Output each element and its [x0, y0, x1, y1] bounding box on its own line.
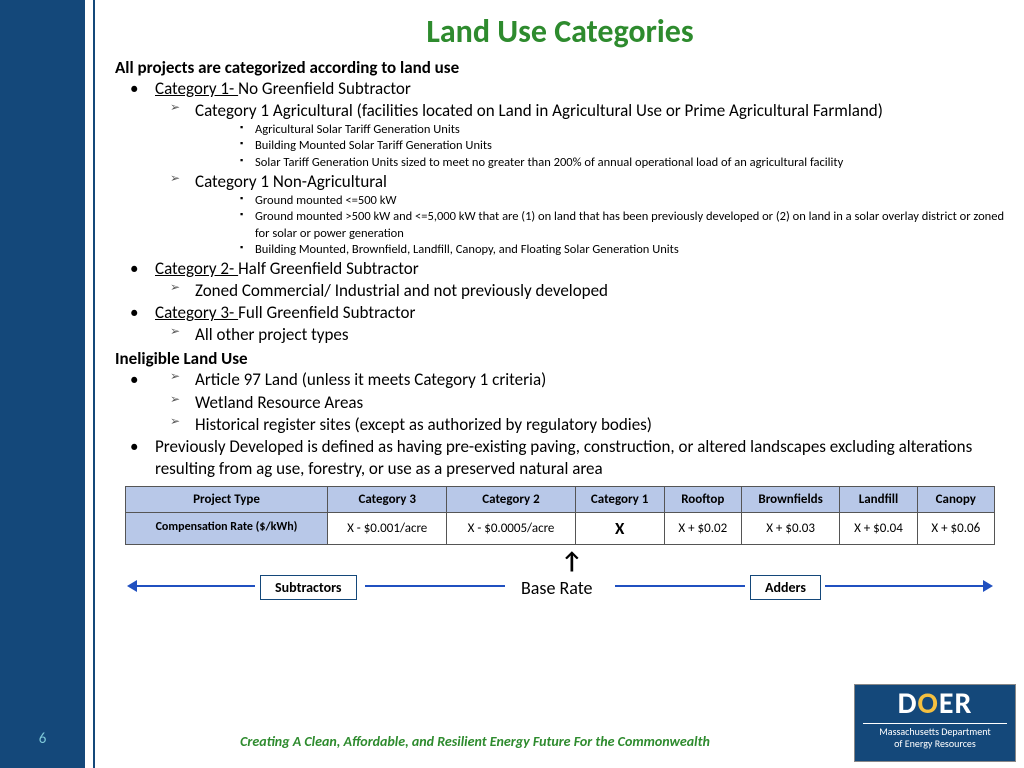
cat1-ag-item: Agricultural Solar Tariff Generation Uni… [195, 122, 1005, 138]
arrow-left-icon [135, 585, 255, 587]
cat3-item: All other project types [155, 324, 1005, 346]
arrow-right-icon [825, 585, 985, 587]
category-1: Category 1- No Greenfield Subtractor Cat… [115, 78, 1005, 258]
cell-cat1-base: X [575, 512, 664, 544]
col-cat3: Category 3 [328, 486, 447, 512]
rate-diagram: ↑ Base Rate Subtractors Adders [125, 549, 995, 619]
arrow-line [615, 585, 745, 587]
cat1-nonagricultural: Category 1 Non-Agricultural [155, 171, 1005, 193]
cat1-nonag-item: Ground mounted <=500 kW [195, 193, 1005, 209]
col-cat2: Category 2 [447, 486, 575, 512]
cell-cat3: X - $0.001/acre [328, 512, 447, 544]
arrow-up-icon: ↑ [561, 547, 583, 576]
cell-rooftop: X + $0.02 [664, 512, 741, 544]
cell-brownfields: X + $0.03 [741, 512, 839, 544]
base-rate-label: Base Rate [521, 577, 593, 599]
cat1-ag-item: Solar Tariff Generation Units sized to m… [195, 155, 1005, 171]
subtractors-box: Subtractors [260, 575, 357, 600]
doer-logo: DOER Massachusetts Department of Energy … [854, 684, 1016, 762]
cat1-ag-item: Building Mounted Solar Tariff Generation… [195, 138, 1005, 154]
col-rooftop: Rooftop [664, 486, 741, 512]
table-header-row: Project Type Category 3 Category 2 Categ… [126, 486, 995, 512]
ineligible-container: Article 97 Land (unless it meets Categor… [115, 369, 1005, 435]
logo-acronym: DOER [855, 685, 1015, 719]
content-area: Land Use Categories All projects are cat… [100, 0, 1020, 619]
heading-categorization: All projects are categorized according t… [115, 57, 1005, 78]
category-2: Category 2- Half Greenfield Subtractor Z… [115, 258, 1005, 302]
cell-cat2: X - $0.0005/acre [447, 512, 575, 544]
col-project-type: Project Type [126, 486, 328, 512]
previously-developed-definition: Previously Developed is defined as havin… [115, 436, 1005, 480]
cell-canopy: X + $0.06 [917, 512, 994, 544]
table-data-row: Compensation Rate ($/kWh) X - $0.001/acr… [126, 512, 995, 544]
footer-tagline: Creating A Clean, Affordable, and Resili… [100, 733, 850, 750]
ineligible-item: Wetland Resource Areas [115, 392, 1005, 414]
row-label: Compensation Rate ($/kWh) [126, 512, 328, 544]
cat1-nonag-item: Building Mounted, Brownfield, Landfill, … [195, 242, 1005, 258]
cell-landfill: X + $0.04 [840, 512, 917, 544]
logo-divider [863, 723, 1007, 724]
category-list: Category 1- No Greenfield Subtractor Cat… [115, 78, 1005, 346]
ineligible-item: Article 97 Land (unless it meets Categor… [115, 369, 1005, 391]
category-3: Category 3- Full Greenfield Subtractor A… [115, 302, 1005, 346]
ineligible-item: Historical register sites (except as aut… [115, 414, 1005, 436]
col-cat1: Category 1 [575, 486, 664, 512]
col-canopy: Canopy [917, 486, 994, 512]
cat1-nonag-item: Ground mounted >500 kW and <=5,000 kW th… [195, 209, 1005, 242]
adders-box: Adders [750, 575, 821, 600]
cat1-agricultural: Category 1 Agricultural (facilities loca… [155, 100, 1005, 122]
col-landfill: Landfill [840, 486, 917, 512]
cat2-item: Zoned Commercial/ Industrial and not pre… [155, 280, 1005, 302]
sidebar: 6 [0, 0, 95, 768]
slide-title: Land Use Categories [115, 12, 1005, 51]
heading-ineligible: Ineligible Land Use [115, 348, 1005, 369]
page-number: 6 [0, 730, 85, 748]
arrow-line [365, 585, 505, 587]
compensation-table: Project Type Category 3 Category 2 Categ… [125, 486, 995, 545]
col-brownfields: Brownfields [741, 486, 839, 512]
sidebar-divider [85, 0, 93, 768]
logo-text-2: of Energy Resources [855, 738, 1015, 750]
